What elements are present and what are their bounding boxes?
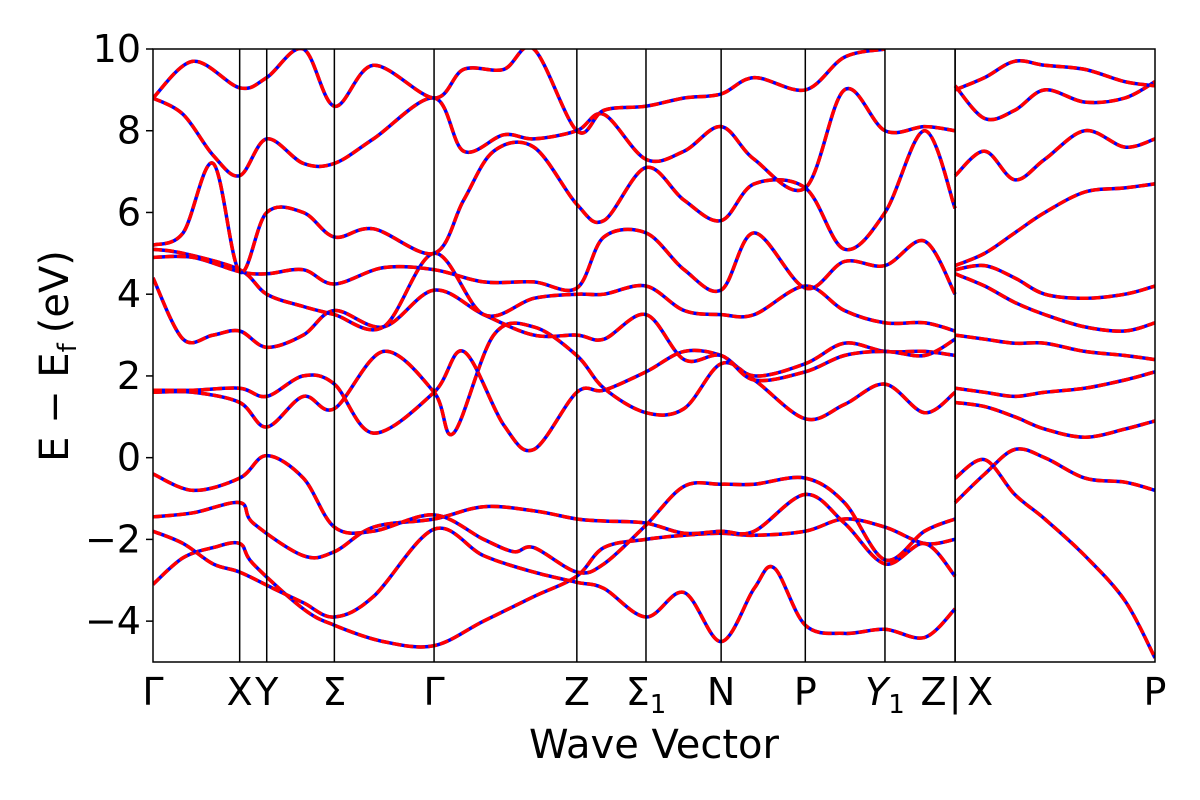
band-wannier-line	[153, 86, 956, 193]
x-axis-title: Wave Vector	[529, 722, 780, 768]
band-wannier-line	[153, 227, 957, 296]
band-dft-line	[153, 247, 956, 333]
band-wannier-line	[953, 128, 1155, 182]
band-dft-line	[954, 59, 1155, 92]
band-wannier-line	[954, 457, 1155, 659]
band-dft-line	[954, 272, 1155, 333]
band-wannier-line	[153, 49, 886, 135]
band-wannier-line	[153, 321, 957, 437]
band-wannier-line	[153, 517, 956, 649]
k-point-label: Σ	[322, 670, 346, 714]
k-point-label: Z	[921, 670, 947, 714]
k-point-label: Y1	[865, 670, 905, 720]
band-dft-line	[953, 128, 1155, 182]
k-point-label: Σ1	[626, 670, 667, 720]
band-dft-line	[953, 80, 1155, 122]
band-wannier-line	[954, 59, 1155, 92]
band-dft-line	[153, 321, 957, 437]
k-point-label: Γ	[423, 670, 444, 714]
band-dft-line	[153, 277, 956, 383]
k-point-label: Y	[254, 670, 279, 714]
band-wannier-line	[153, 277, 956, 383]
band-lines	[153, 49, 1155, 659]
y-axis-title-subscript: f	[53, 342, 83, 352]
plot-frame	[152, 48, 1156, 663]
k-point-label: Γ	[142, 670, 163, 714]
band-wannier-line	[954, 182, 1155, 268]
band-wannier-line	[954, 400, 1155, 439]
high-symmetry-lines	[238, 49, 956, 662]
k-point-label: P	[794, 670, 817, 714]
y-axis-ticks: −4 −2 0 2 4 6 8 10	[85, 27, 153, 643]
band-wannier-line	[954, 263, 1155, 301]
band-wannier-line	[953, 80, 1155, 122]
band-dft-line	[153, 49, 886, 135]
y-tick-label: 0	[117, 436, 141, 480]
y-tick-label: 10	[93, 27, 141, 71]
y-axis-title-main: E − E	[32, 352, 78, 462]
band-wannier-line	[153, 492, 957, 578]
band-wannier-line	[954, 333, 1155, 362]
y-axis-title-unit: (eV)	[32, 250, 78, 333]
y-axis-title: E − Ef (eV)	[32, 250, 83, 462]
k-point-label: X	[227, 670, 253, 714]
k-point-label: |	[949, 670, 962, 715]
k-point-label: Z	[564, 670, 590, 714]
band-wannier-line	[153, 341, 956, 453]
k-point-label: P	[1144, 670, 1167, 714]
y-tick-label: −2	[85, 517, 141, 561]
band-dft-line	[153, 492, 957, 578]
band-dft-line	[153, 128, 957, 275]
y-tick-label: 2	[117, 354, 141, 398]
y-tick-label: −4	[85, 599, 141, 643]
k-point-label: N	[707, 670, 735, 714]
y-tick-label: 4	[117, 272, 141, 316]
band-wannier-line	[153, 247, 956, 333]
x-axis-ticks: Γ X Y Σ Γ Z Σ1 N P Y1 Z | X P	[142, 670, 1166, 720]
band-wannier-line	[954, 370, 1155, 399]
band-dft-line	[954, 457, 1155, 659]
band-wannier-line	[153, 453, 956, 575]
k-point-label: X	[967, 670, 993, 714]
y-tick-label: 8	[117, 109, 141, 153]
band-dft-line	[954, 263, 1155, 301]
band-wannier-line	[953, 447, 1155, 504]
y-tick-label: 6	[117, 190, 141, 234]
band-wannier-line	[954, 272, 1155, 333]
band-wannier-line	[153, 128, 957, 275]
